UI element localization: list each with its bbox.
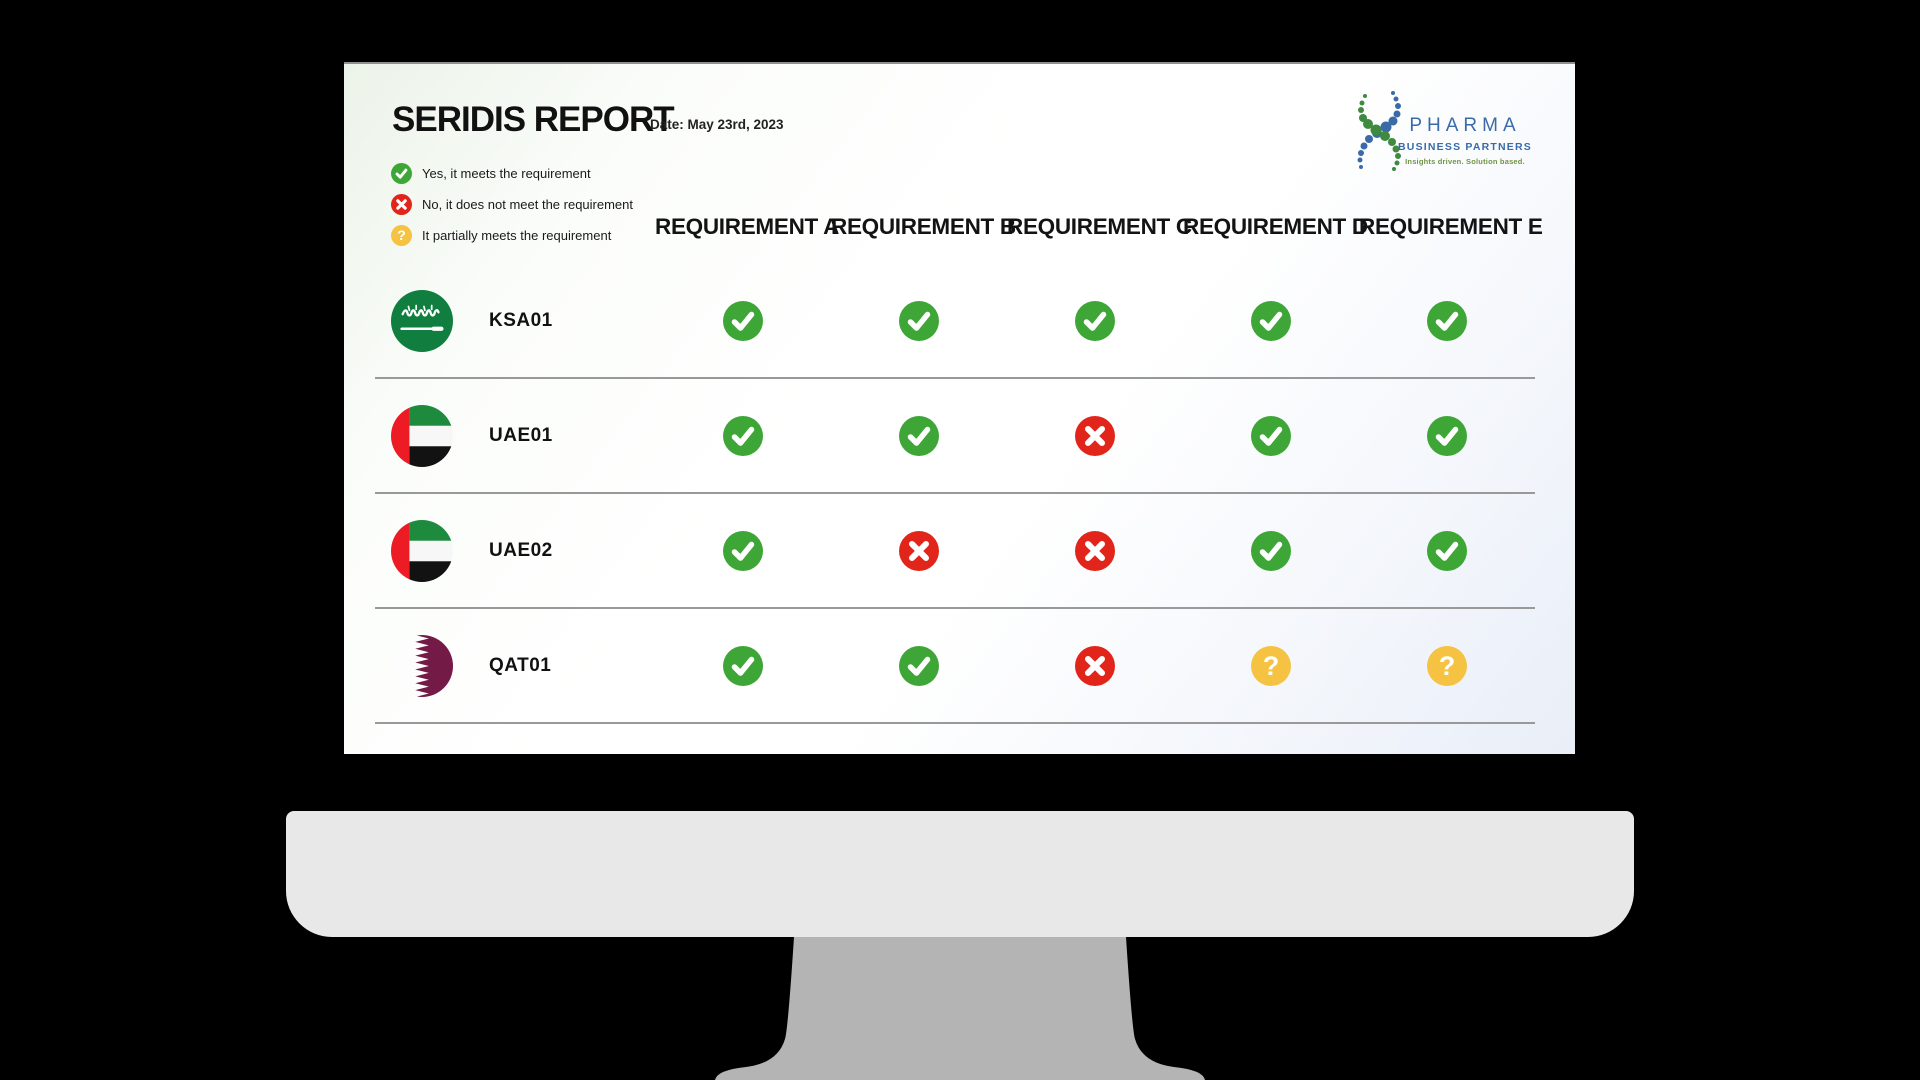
row-label: UAE01 (489, 424, 553, 446)
page-title: SERIDIS REPORT (392, 100, 675, 139)
check-icon (723, 645, 763, 686)
check-icon (899, 645, 939, 686)
question-icon: ? (1251, 645, 1291, 686)
legend-label: It partially meets the requirement (422, 228, 612, 243)
legend: Yes, it meets the requirement No, it doe… (391, 163, 633, 246)
table-row: UAE01 (375, 379, 1535, 494)
check-icon (1251, 415, 1291, 456)
logo-tagline: Insights driven. Solution based. (1405, 157, 1525, 166)
check-icon (1075, 300, 1115, 341)
requirements-table: KSA01 UAE01 UAE02 QAT01?? (375, 264, 1535, 724)
cross-icon (899, 530, 939, 571)
column-header: REQUIREMENT B (831, 214, 1016, 239)
column-header: REQUIREMENT C (1007, 214, 1192, 239)
uae-flag-icon (391, 404, 453, 467)
ksa-flag-icon (391, 289, 453, 352)
qat-flag-icon (391, 634, 453, 697)
table-row: KSA01 (375, 264, 1535, 379)
check-icon (1427, 415, 1467, 456)
check-icon (723, 415, 763, 456)
check-icon (1427, 300, 1467, 341)
row-label: QAT01 (489, 654, 552, 676)
check-icon (1251, 300, 1291, 341)
cross-icon (1075, 415, 1115, 456)
question-icon: ? (1427, 645, 1467, 686)
monitor-stand (715, 937, 1205, 1080)
question-icon: ? (391, 225, 412, 246)
cross-icon (391, 194, 412, 215)
check-icon (1251, 530, 1291, 571)
svg-text:?: ? (1439, 651, 1456, 681)
column-header: REQUIREMENT E (1359, 214, 1543, 239)
legend-item-yes: Yes, it meets the requirement (391, 163, 633, 184)
report-date: Date: May 23rd, 2023 (650, 117, 784, 132)
column-header: REQUIREMENT A (655, 214, 840, 239)
column-header: REQUIREMENT D (1183, 214, 1368, 239)
svg-text:?: ? (1263, 651, 1280, 681)
check-icon (1427, 530, 1467, 571)
row-label: UAE02 (489, 539, 553, 561)
table-row: QAT01?? (375, 609, 1535, 724)
cross-icon (1075, 530, 1115, 571)
monitor-chin (286, 811, 1634, 937)
check-icon (723, 300, 763, 341)
table-row: UAE02 (375, 494, 1535, 609)
report-screen: SERIDIS REPORT Date: May 23rd, 2023 Yes,… (344, 62, 1575, 754)
row-label: KSA01 (489, 309, 553, 331)
legend-label: Yes, it meets the requirement (422, 166, 591, 181)
check-icon (391, 163, 412, 184)
uae-flag-icon (391, 519, 453, 582)
check-icon (723, 530, 763, 571)
legend-item-partial: ? It partially meets the requirement (391, 225, 633, 246)
svg-text:?: ? (397, 228, 406, 244)
check-icon (899, 300, 939, 341)
cross-icon (1075, 645, 1115, 686)
legend-label: No, it does not meet the requirement (422, 197, 634, 212)
legend-item-no: No, it does not meet the requirement (391, 194, 633, 215)
logo-subname: BUSINESS PARTNERS (1398, 141, 1532, 153)
dna-helix-logo-icon (1357, 91, 1401, 171)
check-icon (899, 415, 939, 456)
logo-name: PHARMA (1409, 115, 1521, 136)
company-logo: PHARMA BUSINESS PARTNERS Insights driven… (1390, 115, 1540, 166)
